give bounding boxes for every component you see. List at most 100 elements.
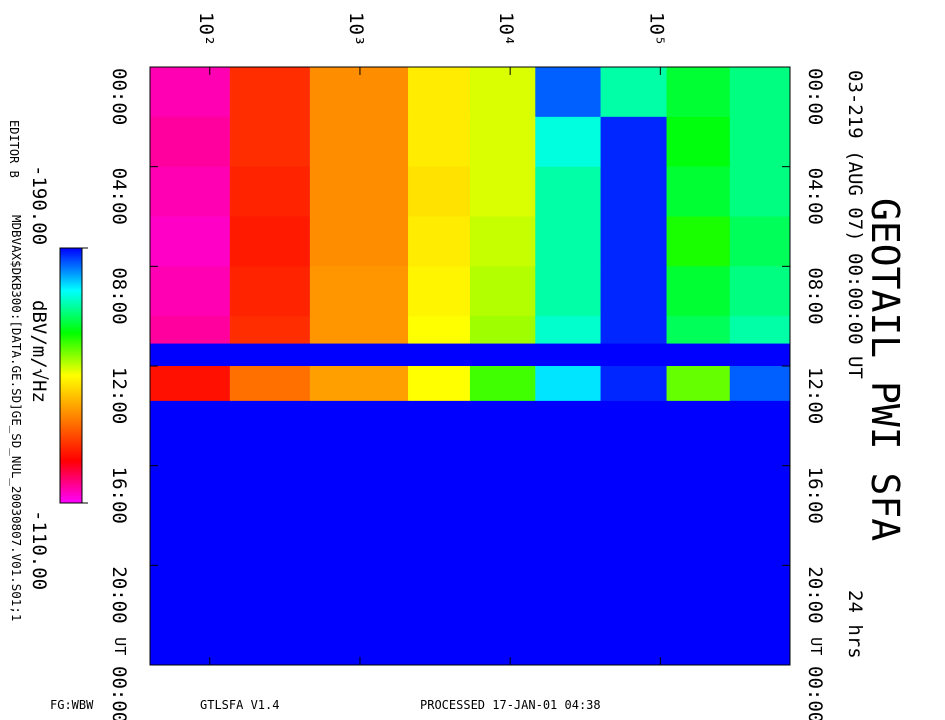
colorbar-tick-label: -190.00 [28, 165, 50, 245]
heatmap-cell [729, 216, 791, 267]
x-tick-label: 10⁵ [645, 12, 667, 46]
heatmap-cell [229, 216, 311, 267]
heatmap-cell [309, 67, 409, 118]
heatmap-cell [408, 316, 471, 345]
colorbar-tick-label: -110.00 [28, 510, 50, 590]
y-tick-label: 00:00 [804, 68, 826, 125]
heatmap-cell [469, 266, 536, 317]
heatmap-cell [469, 166, 536, 217]
heatmap-cell [408, 266, 471, 317]
heatmap-cell [666, 266, 731, 317]
footer-text: PROCESSED 17-JAN-01 04:38 [420, 698, 601, 712]
heatmap-cell [600, 316, 668, 345]
heatmap-cell [666, 343, 731, 367]
heatmap-cell [309, 316, 409, 345]
heatmap-cell [408, 116, 471, 168]
heatmap-cell [229, 166, 311, 217]
heatmap-cell [229, 400, 311, 666]
heatmap-cell [666, 67, 731, 118]
y-tick-label: 08:00 [108, 267, 130, 324]
duration: 24 hrs [844, 590, 866, 659]
editor: EDITOR B [7, 120, 21, 178]
heatmap-cell [408, 343, 471, 367]
heatmap-cell [600, 366, 668, 402]
heatmap-cell [469, 67, 536, 118]
plot-frame [149, 66, 791, 666]
heatmap-cell [229, 266, 311, 317]
heatmap-cell [729, 343, 791, 367]
heatmap-cell [666, 116, 731, 168]
heatmap-cell [535, 316, 602, 345]
x-tick-label: 10³ [345, 12, 367, 46]
heatmap-cell [150, 116, 231, 168]
heatmap-cell [229, 316, 311, 345]
heatmap-cell [309, 216, 409, 267]
x-tick-label: 10² [195, 12, 217, 46]
axes: 10² 10³ 10⁴ 10⁵ 00:00 00:00 04:00 04:00 08:00 08:… [108, 12, 826, 720]
heatmap-cell [229, 366, 311, 402]
heatmap-cell [408, 216, 471, 267]
heatmap-cell [729, 166, 791, 217]
heatmap-cell [666, 366, 731, 402]
y-tick-label: 20:00 [804, 566, 826, 623]
heatmap-cell [309, 400, 409, 666]
heatmap-cell [408, 400, 471, 666]
footer-text: GTLSFA V1.4 [200, 698, 279, 712]
heatmap-cell [469, 366, 536, 402]
heatmap-cell [469, 216, 536, 267]
y-tick-label: 04:00 [108, 168, 130, 225]
heatmap-cell [309, 266, 409, 317]
colorbar-label: dBV/m/√Hz [28, 300, 50, 403]
heatmap-cell [600, 343, 668, 367]
heatmap-cell [600, 116, 668, 168]
heatmap-cell [535, 116, 602, 168]
heatmap-cell [535, 216, 602, 267]
heatmap-cell [408, 366, 471, 402]
heatmap-cell [150, 366, 231, 402]
chart-subtitle: 03-219 (AUG 07) 00:00:00 UT [844, 70, 866, 379]
y-tick-label: 16:00 [804, 467, 826, 524]
heatmap-cell [535, 67, 602, 118]
heatmap-cell [229, 67, 311, 118]
heatmap-cell [535, 366, 602, 402]
heatmap-cell [729, 116, 791, 168]
file-name: MDBVAX$DKB300:[DATA.GE.SD]GE_SD_NUL_2003… [9, 215, 24, 621]
heatmap-cell [309, 116, 409, 168]
time-unit: UT [111, 637, 129, 655]
heatmap-cell [229, 343, 311, 367]
heatmap [150, 67, 791, 666]
colorbar [59, 247, 83, 504]
heatmap-cell [729, 266, 791, 317]
y-tick-label: 20:00 [108, 566, 130, 623]
heatmap-cell [729, 366, 791, 402]
heatmap-cell [150, 266, 231, 317]
heatmap-cell [150, 316, 231, 345]
heatmap-cell [469, 343, 536, 367]
y-tick-label: 08:00 [804, 267, 826, 324]
heatmap-cell [666, 216, 731, 267]
heatmap-cell [600, 216, 668, 267]
y-tick-label: 00:00 [108, 68, 130, 125]
heatmap-cell [309, 166, 409, 217]
heatmap-cell [600, 67, 668, 118]
y-tick-label: 00:00 [108, 666, 130, 720]
y-tick-label: 00:00 [804, 666, 826, 720]
y-tick-label: 12:00 [108, 367, 130, 424]
heatmap-cell [408, 166, 471, 217]
footer-text: FG:WBW [50, 698, 94, 712]
heatmap-cell [309, 366, 409, 402]
heatmap-cell [729, 316, 791, 345]
heatmap-cell [408, 67, 471, 118]
heatmap-cell [535, 166, 602, 217]
heatmap-cell [150, 400, 231, 666]
heatmap-cell [729, 67, 791, 118]
heatmap-cell [469, 400, 536, 666]
heatmap-cell [535, 343, 602, 367]
heatmap-cell [666, 316, 731, 345]
y-tick-label: 12:00 [804, 367, 826, 424]
heatmap-cell [150, 343, 231, 367]
heatmap-cell [469, 116, 536, 168]
heatmap-cell [729, 400, 791, 666]
heatmap-cell [600, 400, 668, 666]
